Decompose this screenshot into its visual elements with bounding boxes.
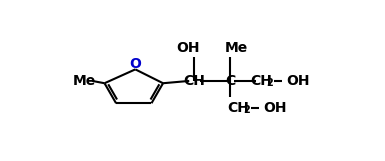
Text: CH: CH [227,101,249,115]
Text: OH: OH [286,74,310,88]
Text: C: C [225,74,235,88]
Text: CH: CH [183,74,205,88]
Text: CH: CH [250,74,272,88]
Text: Me: Me [224,41,248,55]
Text: Me: Me [73,74,96,88]
Text: 2: 2 [267,78,273,88]
Text: OH: OH [263,101,286,115]
Text: OH: OH [176,41,199,55]
Text: O: O [129,57,141,71]
Text: 2: 2 [244,105,250,115]
